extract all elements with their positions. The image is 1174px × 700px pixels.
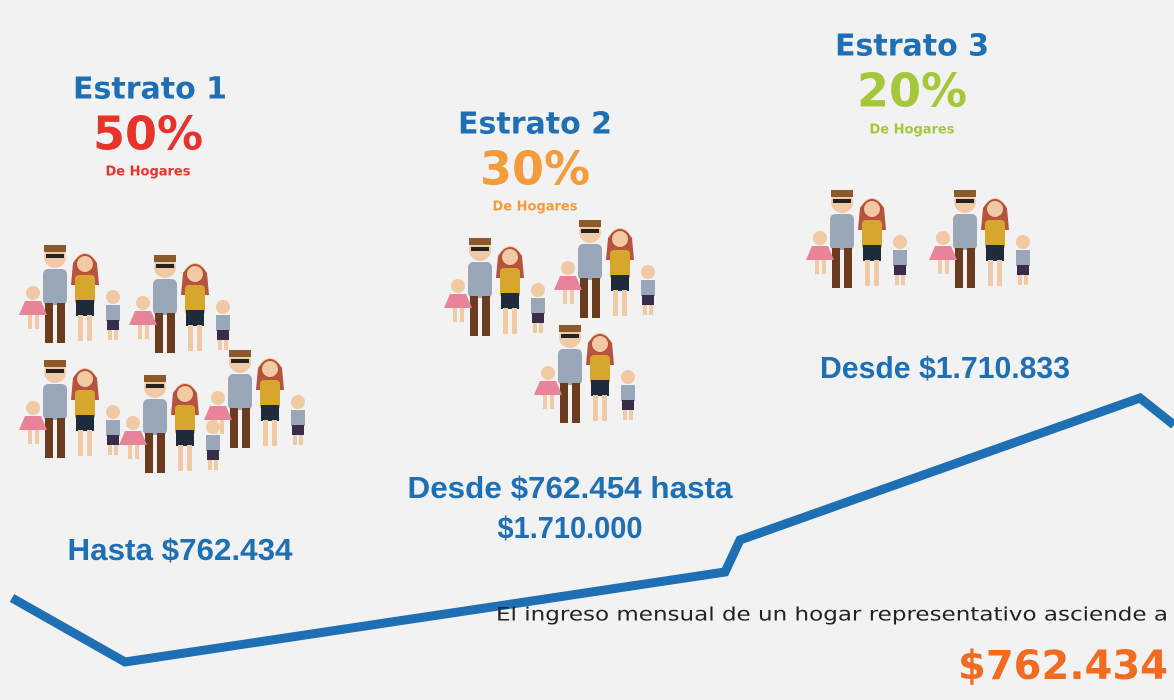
stratum-range: $1.710.000 [498, 510, 643, 545]
infographic: Estrato 1 50% De Hogares Hasta $762.434 … [0, 0, 1174, 700]
stratum-name: Estrato 1 [73, 72, 227, 107]
stratum-caption: De Hogares [870, 123, 955, 138]
stratum-caption: De Hogares [106, 165, 191, 180]
stratum-percent: 50% [93, 107, 203, 161]
stratum-percent: 20% [857, 64, 967, 118]
footer-amount: $762.434 [958, 643, 1168, 689]
footer-text: El ingreso mensual de un hogar represent… [496, 604, 1168, 626]
stratum-name: Estrato 2 [458, 107, 612, 142]
stratum-percent: 30% [480, 142, 590, 196]
stratum-name: Estrato 3 [835, 29, 989, 64]
stratum-range: Desde $762.454 hasta [408, 470, 734, 505]
stratum-caption: De Hogares [493, 200, 578, 215]
stratum-range: Desde $1.710.833 [820, 350, 1070, 385]
stratum-range: Hasta $762.434 [68, 532, 294, 567]
